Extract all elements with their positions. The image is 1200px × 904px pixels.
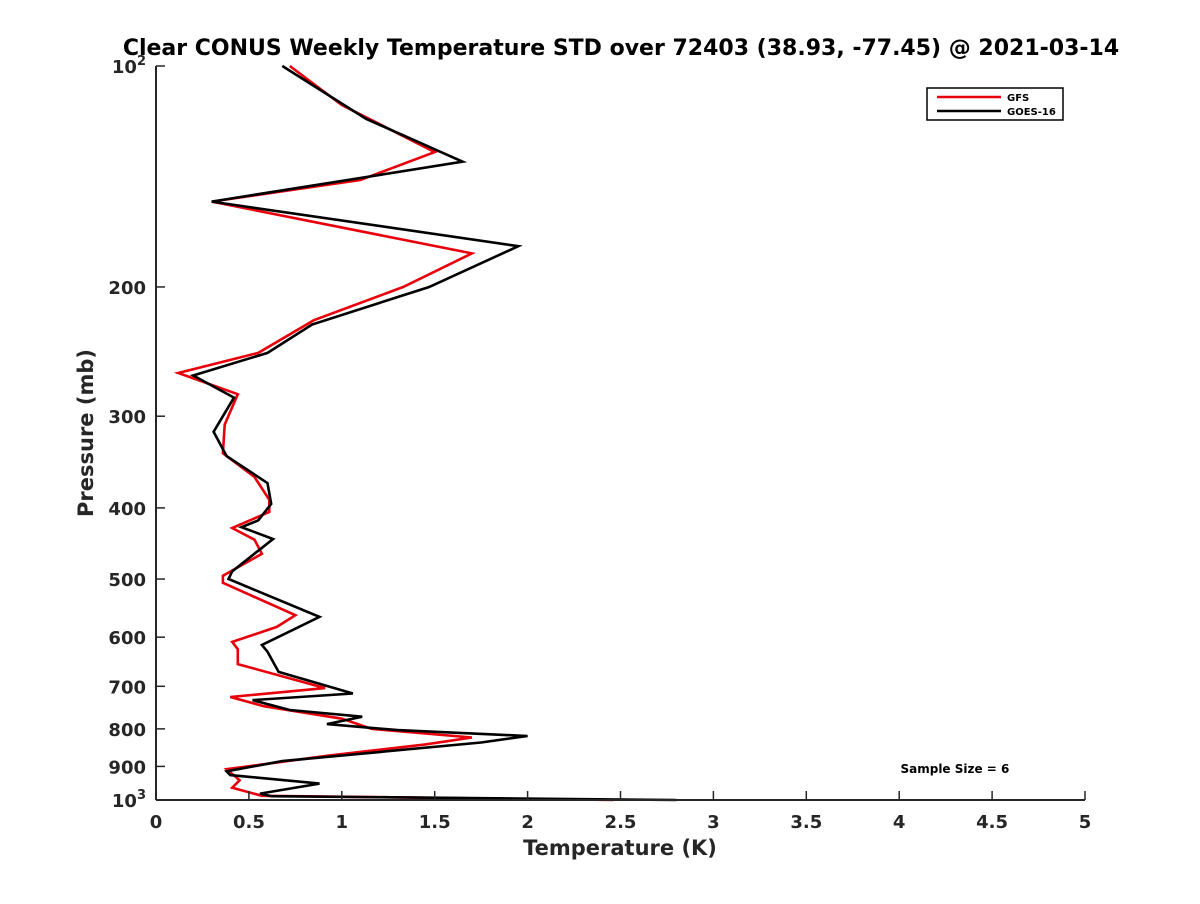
x-tick-label: 3 (707, 812, 720, 833)
x-tick-label: 3.5 (790, 812, 822, 833)
series-line-gfs (173, 64, 614, 802)
chart-title: Clear CONUS Weekly Temperature STD over … (123, 36, 1119, 61)
legend: GFS GOES-16 (926, 87, 1064, 121)
x-tick-label: 1.5 (419, 812, 451, 833)
x-tick-label: 4.5 (976, 812, 1008, 833)
axes: 0 0.5 1 1.5 2 2.5 3 3.5 4 4.5 5 102 200 300 400 500 600 7… (108, 54, 1091, 833)
y-axis-label: Pressure (mb) (74, 349, 98, 517)
legend-label: GOES-16 (1007, 107, 1056, 118)
legend-box (926, 87, 1064, 121)
y-tick-label: 102 (112, 54, 146, 78)
x-tick-label: 2 (521, 812, 534, 833)
y-tick-label: 103 (112, 788, 146, 812)
plot-area: Sample Size = 6 (173, 64, 1009, 802)
legend-label: GFS (1007, 93, 1029, 104)
y-tick-label: 300 (108, 407, 146, 428)
y-tick-label: 800 (108, 720, 146, 741)
y-tick-label: 900 (108, 757, 146, 778)
x-tick-label: 4 (893, 812, 906, 833)
series-line-goes-16 (189, 64, 677, 802)
y-tick-label: 200 (108, 278, 146, 299)
y-tick-label: 400 (108, 499, 146, 520)
x-tick-label: 0.5 (233, 812, 265, 833)
x-axis-label: Temperature (K) (523, 836, 717, 860)
annotation-text: Sample Size = 6 (900, 762, 1009, 776)
y-tick-label: 600 (108, 628, 146, 649)
x-tick-label: 0 (150, 812, 163, 833)
y-tick-label: 500 (108, 570, 146, 591)
x-tick-label: 2.5 (605, 812, 637, 833)
x-tick-label: 5 (1079, 812, 1092, 833)
x-tick-label: 1 (336, 812, 349, 833)
y-tick-label: 700 (108, 677, 146, 698)
